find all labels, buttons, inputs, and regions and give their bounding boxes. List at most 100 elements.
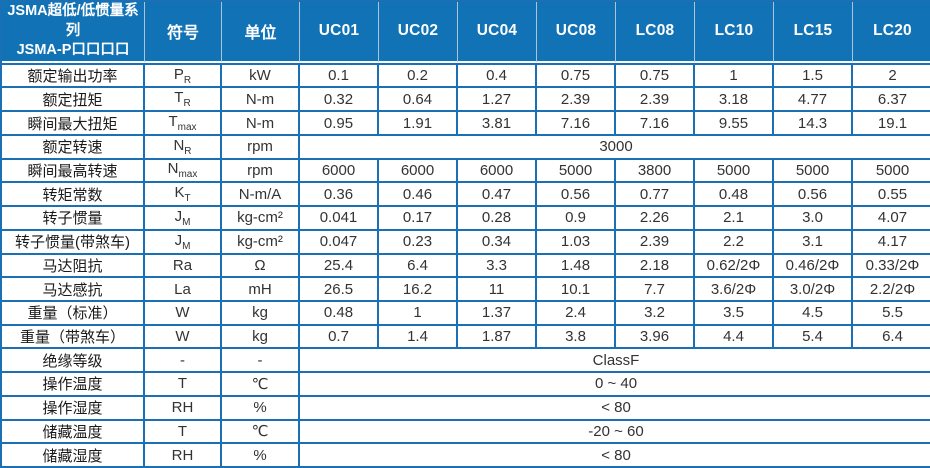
value-cell: 1.48	[537, 254, 616, 279]
row-label: 储藏湿度	[2, 444, 145, 466]
symbol-subscript: R	[183, 74, 192, 86]
value-cell: 0.46/2Φ	[774, 254, 853, 279]
value-cell: 0.56	[774, 183, 853, 208]
symbol-base: T	[174, 89, 184, 107]
value-cell: 3.0	[774, 207, 853, 231]
value-cell: 0.1	[300, 62, 379, 89]
table-row: 瞬间最大扭矩 Tmax N-m 0.95 1.91 3.81 7.16 7.16 9.55 14.…	[2, 112, 930, 136]
value-cell: 1.37	[458, 301, 537, 326]
table-row: 储藏温度 T ℃ -20 ~ 60	[2, 420, 930, 445]
symbol-base: -	[180, 351, 185, 369]
value-cell: 1.5	[774, 62, 853, 89]
table-row: 操作温度 T ℃ 0 ~ 40	[2, 373, 930, 397]
unit-cell: kg-cm²	[222, 230, 300, 255]
unit-cell: %	[222, 444, 300, 466]
value-cell: 3.5	[695, 301, 774, 326]
symbol-cell: La	[145, 278, 222, 302]
value-cell: 2.39	[537, 88, 616, 113]
value-cell: 19.1	[853, 112, 930, 136]
symbol-base: RH	[171, 446, 194, 464]
merged-value-cell: < 80	[601, 446, 631, 464]
value-cell: 3.6/2Φ	[695, 278, 774, 302]
symbol-base: P	[173, 65, 184, 83]
symbol-base: La	[174, 280, 191, 298]
symbol-column-header: 符号	[145, 2, 222, 63]
value-cell: 6.4	[853, 326, 930, 350]
merged-value-cell: ClassF	[300, 349, 930, 374]
symbol-subscript: max	[178, 169, 198, 181]
table-row: 马达阻抗 Ra Ω 25.4 6.4 3.3 1.48 2.18 0.62/2Φ 0.46/2Φ 0…	[2, 254, 930, 279]
model-column-header: UC04	[458, 2, 537, 63]
symbol-cell: PR	[145, 62, 222, 89]
value-cell: 5000	[774, 159, 853, 184]
value-cell: 6000	[458, 159, 537, 184]
value-cell: 0.4	[458, 62, 537, 89]
value-cell: 0.047	[300, 230, 379, 255]
symbol-cell: T	[145, 373, 222, 397]
symbol-base: W	[175, 328, 190, 346]
value-cell: 3800	[616, 159, 695, 184]
table-title: JSMA超低/低惯量系列 JSMA-P口口口口	[2, 2, 145, 63]
value-cell: 1.27	[458, 88, 537, 113]
value-cell: 1	[379, 301, 458, 326]
symbol-subscript: M	[182, 240, 191, 252]
value-cell: 3.8	[537, 325, 616, 350]
symbol-cell: TR	[145, 88, 222, 113]
value-cell: 5.5	[853, 302, 930, 326]
row-label: 操作温度	[2, 373, 145, 397]
value-cell: 11	[458, 278, 537, 302]
unit-cell: rpm	[222, 135, 300, 160]
value-cell: 0.95	[300, 112, 379, 136]
symbol-base: J	[174, 207, 183, 225]
header-row: JSMA超低/低惯量系列 JSMA-P口口口口 符号 单位 UC01 UC02 …	[2, 2, 930, 63]
symbol-base: RH	[171, 399, 194, 417]
symbol-subscript: M	[182, 216, 191, 228]
value-cell: 1.03	[537, 230, 616, 255]
unit-cell: ℃	[222, 373, 300, 397]
value-cell: 0.34	[458, 230, 537, 255]
value-cell: 0.36	[300, 183, 379, 208]
value-cell: 9.55	[695, 112, 774, 136]
value-cell: 6.4	[379, 254, 458, 279]
value-cell: 4.4	[695, 325, 774, 350]
symbol-base: Ra	[172, 256, 193, 274]
value-cell: 0.62/2Φ	[695, 254, 774, 279]
unit-cell: kg	[222, 325, 300, 350]
symbol-cell: RH	[145, 444, 222, 466]
symbol-subscript: T	[184, 193, 191, 205]
symbol-cell: W	[145, 325, 222, 350]
table-row: 马达感抗 La mH 26.5 16.2 11 10.1 7.7 3.6/2Φ 3.0/2Φ 2.2…	[2, 278, 930, 302]
table-row: 储藏湿度 RH% < 80	[2, 444, 930, 466]
value-cell: 3.1	[774, 230, 853, 255]
model-column-header: UC08	[537, 2, 616, 63]
unit-cell: kg	[222, 301, 300, 326]
value-cell: 7.16	[537, 112, 616, 136]
unit-cell: %	[222, 396, 300, 421]
row-label: 马达阻抗	[2, 254, 145, 279]
table-row: 绝缘等级 - - ClassF	[2, 349, 930, 374]
row-label: 额定转速	[2, 135, 145, 160]
value-cell: 6.37	[853, 88, 930, 113]
value-cell: 16.2	[379, 278, 458, 302]
symbol-base: T	[177, 422, 188, 440]
row-label: 额定扭矩	[2, 88, 145, 113]
value-cell: 0.75	[616, 62, 695, 89]
value-cell: 26.5	[300, 278, 379, 302]
value-cell: 0.64	[379, 88, 458, 113]
unit-cell: N-m/A	[222, 183, 300, 208]
unit-cell: rpm	[222, 159, 300, 184]
table-row: 操作湿度 RH% < 80	[2, 396, 930, 421]
value-cell: 0.77	[616, 183, 695, 208]
unit-cell: N-m	[222, 112, 300, 136]
row-label: 储藏温度	[2, 420, 145, 445]
row-label: 转子惯量(带煞车)	[2, 230, 145, 255]
value-cell: 1.4	[379, 325, 458, 350]
symbol-cell: NR	[145, 135, 222, 160]
table-row: 转子惯量 JM kg-cm² 0.041 0.17 0.28 0.9 2.26 2.1 3.0 4.…	[2, 207, 930, 231]
symbol-cell: KT	[145, 183, 222, 208]
value-cell: 2.2	[695, 230, 774, 255]
value-cell: 2.4	[537, 301, 616, 326]
symbol-base: N	[167, 160, 179, 178]
